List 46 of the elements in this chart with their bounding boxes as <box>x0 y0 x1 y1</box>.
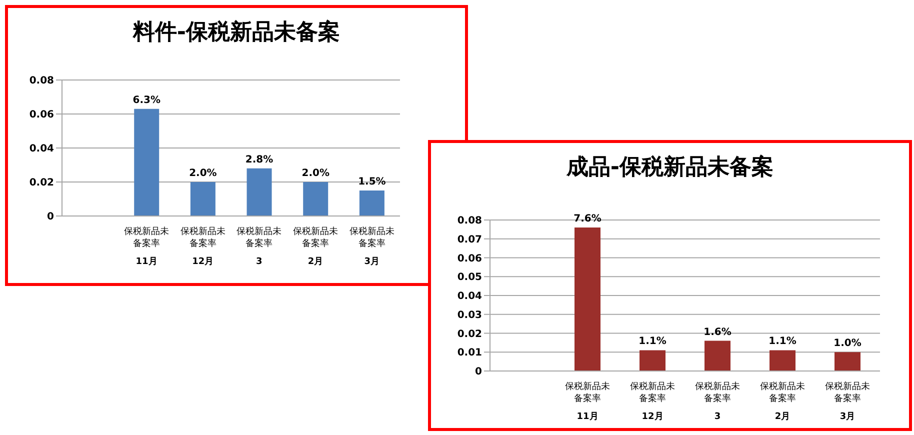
y-tick-label: 0.02 <box>457 328 482 340</box>
data-label: 1.5% <box>358 176 386 188</box>
y-tick-label: 0.04 <box>457 291 482 302</box>
x-tick-label: 保税新品未备案率 11月 <box>124 226 169 267</box>
data-label: 6.3% <box>132 94 160 106</box>
chart-title: 成品-保税新品未备案 <box>565 154 775 182</box>
x-tick-label: 保税新品未备案率 12月 <box>630 381 675 422</box>
x-tick-label: 保税新品未备案率 11月 <box>565 381 610 422</box>
data-label: 2.8% <box>245 154 274 166</box>
bar <box>246 168 272 216</box>
x-tick-label: 保税新品未备案率 2月 <box>760 381 805 422</box>
y-tick-label: 0.02 <box>29 178 54 189</box>
chart-title: 料件-保税新品未备案 <box>132 18 342 47</box>
bar <box>834 352 860 371</box>
bar <box>770 350 796 371</box>
x-tick-label: 保税新品未备案率 2月 <box>293 226 338 267</box>
y-tick-label: 0 <box>47 212 54 223</box>
bar <box>574 228 600 371</box>
y-tick-label: 0.01 <box>457 348 482 359</box>
y-tick-label: 0.07 <box>457 234 482 246</box>
bar <box>190 182 216 216</box>
bar <box>359 190 384 216</box>
y-tick-label: 0.08 <box>29 76 54 87</box>
x-tick-label: 保税新品未备案率 12月 <box>180 226 226 267</box>
bar <box>704 340 730 371</box>
data-label: 2.0% <box>189 168 217 179</box>
x-tick-label: 保税新品未备案率 3月 <box>825 381 870 422</box>
bar <box>303 182 328 216</box>
data-label: 1.0% <box>834 338 862 350</box>
data-label: 2.0% <box>302 168 330 179</box>
y-tick-label: 0.08 <box>457 216 482 227</box>
data-label: 7.6% <box>574 214 602 225</box>
y-tick-label: 0.05 <box>457 272 482 284</box>
y-tick-label: 0.06 <box>457 253 482 264</box>
x-tick-label: 保税新品未备案率 3 <box>695 381 740 422</box>
data-label: 1.6% <box>704 326 732 338</box>
x-tick-label: 保税新品未备案率 3月 <box>349 226 394 267</box>
bar <box>134 108 160 216</box>
data-label: 1.1% <box>638 336 666 348</box>
y-tick-label: 0.06 <box>29 110 54 121</box>
y-tick-label: 0.03 <box>457 310 482 321</box>
x-tick-label: 保税新品未备案率 3 <box>236 226 282 267</box>
y-tick-label: 0 <box>475 366 482 378</box>
data-label: 1.1% <box>768 336 796 348</box>
y-tick-label: 0.04 <box>29 144 54 155</box>
bar <box>640 350 666 371</box>
